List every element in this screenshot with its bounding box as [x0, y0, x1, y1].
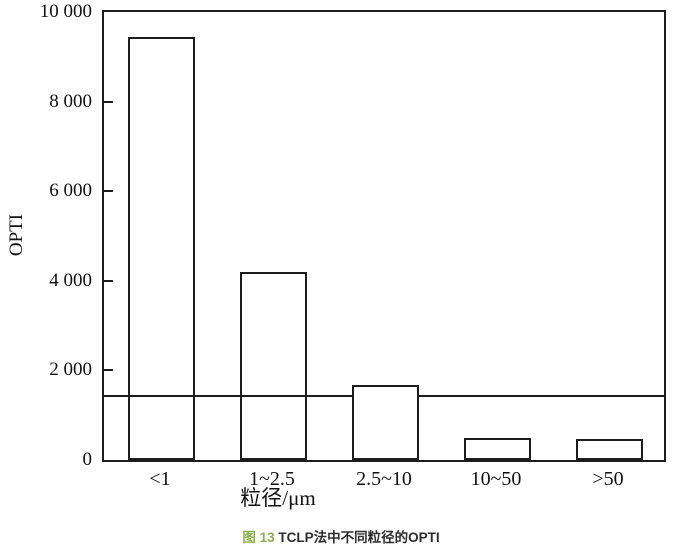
y-tick-label: 4 000 [49, 269, 92, 291]
bar-1~2.5 [240, 271, 307, 460]
bar->50 [576, 438, 643, 460]
y-tick-label: 10 000 [39, 1, 92, 22]
y-tick-label: 6 000 [49, 180, 92, 202]
x-tick-label: 2.5~10 [356, 468, 412, 490]
y-tick-mark [104, 369, 113, 372]
y-tick-mark [104, 279, 113, 282]
y-tick-label: 8 000 [49, 90, 92, 112]
y-tick-label: 0 [82, 449, 93, 470]
y-tick-mark [104, 190, 113, 193]
x-tick-label: 1~2.5 [249, 468, 295, 490]
x-tick-label: >50 [592, 468, 624, 490]
figure-caption-text: TCLP法中不同粒径的OPTI [278, 530, 440, 545]
y-axis-title: OPTI [6, 213, 27, 257]
x-tick-label: 10~50 [470, 468, 522, 490]
y-tick-label: 2 000 [49, 359, 92, 381]
plot-area: 0 2 000 4 000 6 000 8 000 10 000 <1 1~2.5 2.5~10… [40, 1, 666, 490]
bar-<1 [128, 36, 195, 460]
figure-caption: 图 13 TCLP法中不同粒径的OPTI [0, 526, 682, 545]
bar-10~50 [464, 437, 531, 460]
bar-2.5~10 [352, 384, 419, 460]
x-axis-title: 粒径/μm [240, 486, 316, 510]
figure-caption-label: 图 13 [242, 530, 275, 545]
x-tick-label: <1 [149, 468, 171, 490]
y-tick-mark [104, 100, 113, 103]
